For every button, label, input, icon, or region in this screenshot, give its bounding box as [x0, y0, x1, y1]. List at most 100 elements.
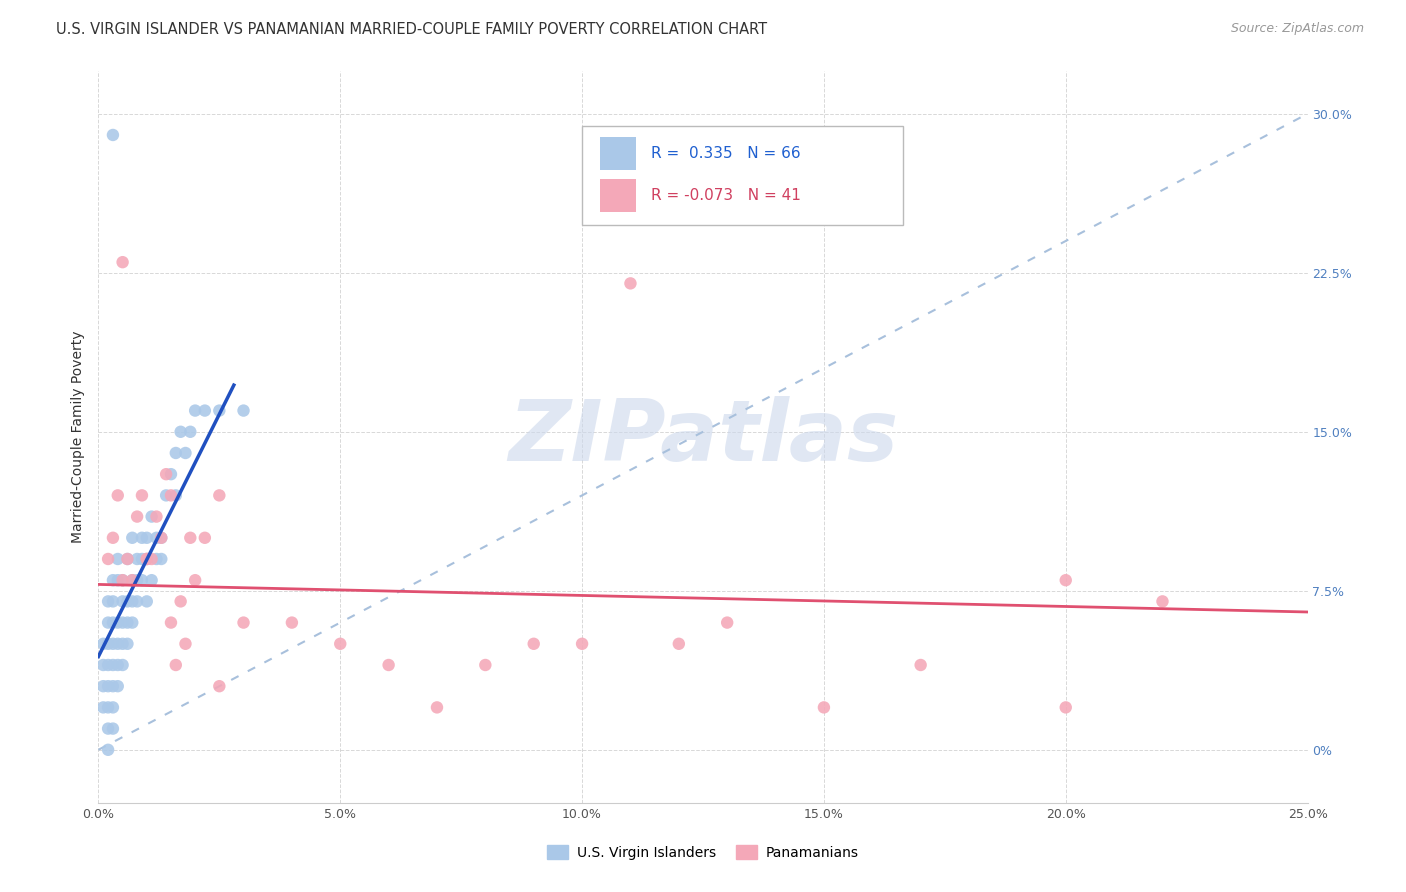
Point	[97, 743, 120, 757]
Point	[179, 531, 201, 545]
Point	[121, 573, 143, 587]
Point	[97, 637, 120, 651]
FancyBboxPatch shape	[600, 179, 637, 211]
Point	[155, 488, 177, 502]
Point	[127, 509, 149, 524]
Point	[179, 425, 201, 439]
FancyBboxPatch shape	[600, 137, 637, 170]
Text: U.S. VIRGIN ISLANDER VS PANAMANIAN MARRIED-COUPLE FAMILY POVERTY CORRELATION CHA: U.S. VIRGIN ISLANDER VS PANAMANIAN MARRI…	[56, 22, 768, 37]
Point	[1152, 594, 1174, 608]
Point	[101, 679, 124, 693]
Point	[117, 594, 139, 608]
FancyBboxPatch shape	[582, 126, 903, 225]
Point	[174, 446, 197, 460]
Point	[145, 531, 167, 545]
Point	[97, 658, 120, 673]
Point	[107, 615, 129, 630]
Point	[101, 658, 124, 673]
Point	[155, 467, 177, 482]
Point	[127, 573, 149, 587]
Point	[117, 552, 139, 566]
Point	[117, 637, 139, 651]
Point	[111, 615, 134, 630]
Point	[111, 573, 134, 587]
Point	[121, 573, 143, 587]
Point	[141, 573, 163, 587]
Point	[131, 531, 153, 545]
Point	[107, 679, 129, 693]
Point	[111, 573, 134, 587]
Point	[107, 552, 129, 566]
Point	[131, 573, 153, 587]
Point	[91, 700, 114, 714]
Point	[91, 658, 114, 673]
Point	[135, 594, 157, 608]
Text: R =  0.335   N = 66: R = 0.335 N = 66	[651, 145, 800, 161]
Point	[97, 552, 120, 566]
Point	[619, 277, 641, 291]
Point	[97, 700, 120, 714]
Point	[101, 637, 124, 651]
Point	[97, 722, 120, 736]
Legend: U.S. Virgin Islanders, Panamanians: U.S. Virgin Islanders, Panamanians	[541, 839, 865, 865]
Point	[101, 531, 124, 545]
Point	[523, 637, 546, 651]
Point	[208, 679, 231, 693]
Point	[1054, 573, 1077, 587]
Point	[141, 552, 163, 566]
Point	[135, 552, 157, 566]
Point	[426, 700, 449, 714]
Point	[107, 637, 129, 651]
Point	[145, 552, 167, 566]
Point	[101, 615, 124, 630]
Point	[127, 594, 149, 608]
Y-axis label: Married-Couple Family Poverty: Married-Couple Family Poverty	[72, 331, 86, 543]
Point	[111, 637, 134, 651]
Point	[121, 594, 143, 608]
Point	[101, 573, 124, 587]
Point	[135, 552, 157, 566]
Point	[121, 531, 143, 545]
Point	[111, 658, 134, 673]
Point	[160, 467, 183, 482]
Point	[111, 255, 134, 269]
Point	[107, 573, 129, 587]
Point	[101, 594, 124, 608]
Point	[474, 658, 496, 673]
Point	[165, 446, 187, 460]
Point	[174, 637, 197, 651]
Point	[377, 658, 399, 673]
Point	[571, 637, 593, 651]
Point	[91, 637, 114, 651]
Point	[232, 403, 254, 417]
Point	[111, 594, 134, 608]
Point	[135, 531, 157, 545]
Point	[97, 594, 120, 608]
Point	[145, 509, 167, 524]
Point	[194, 531, 217, 545]
Text: ZIPatlas: ZIPatlas	[508, 395, 898, 479]
Point	[281, 615, 304, 630]
Point	[101, 722, 124, 736]
Point	[165, 488, 187, 502]
Point	[184, 573, 207, 587]
Point	[716, 615, 738, 630]
Point	[169, 594, 191, 608]
Point	[117, 615, 139, 630]
Point	[184, 403, 207, 417]
Point	[127, 552, 149, 566]
Point	[150, 552, 173, 566]
Point	[169, 425, 191, 439]
Point	[135, 552, 157, 566]
Point	[208, 403, 231, 417]
Point	[117, 552, 139, 566]
Point	[107, 488, 129, 502]
Point	[107, 658, 129, 673]
Point	[121, 615, 143, 630]
Point	[1054, 700, 1077, 714]
Point	[131, 488, 153, 502]
Point	[91, 679, 114, 693]
Point	[910, 658, 932, 673]
Point	[150, 531, 173, 545]
Point	[232, 615, 254, 630]
